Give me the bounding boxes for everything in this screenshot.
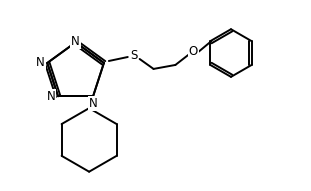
Text: N: N: [36, 57, 45, 70]
Text: O: O: [189, 45, 198, 57]
Text: N: N: [89, 97, 97, 110]
Text: N: N: [47, 90, 55, 103]
Text: S: S: [130, 49, 137, 62]
Text: N: N: [71, 35, 80, 48]
